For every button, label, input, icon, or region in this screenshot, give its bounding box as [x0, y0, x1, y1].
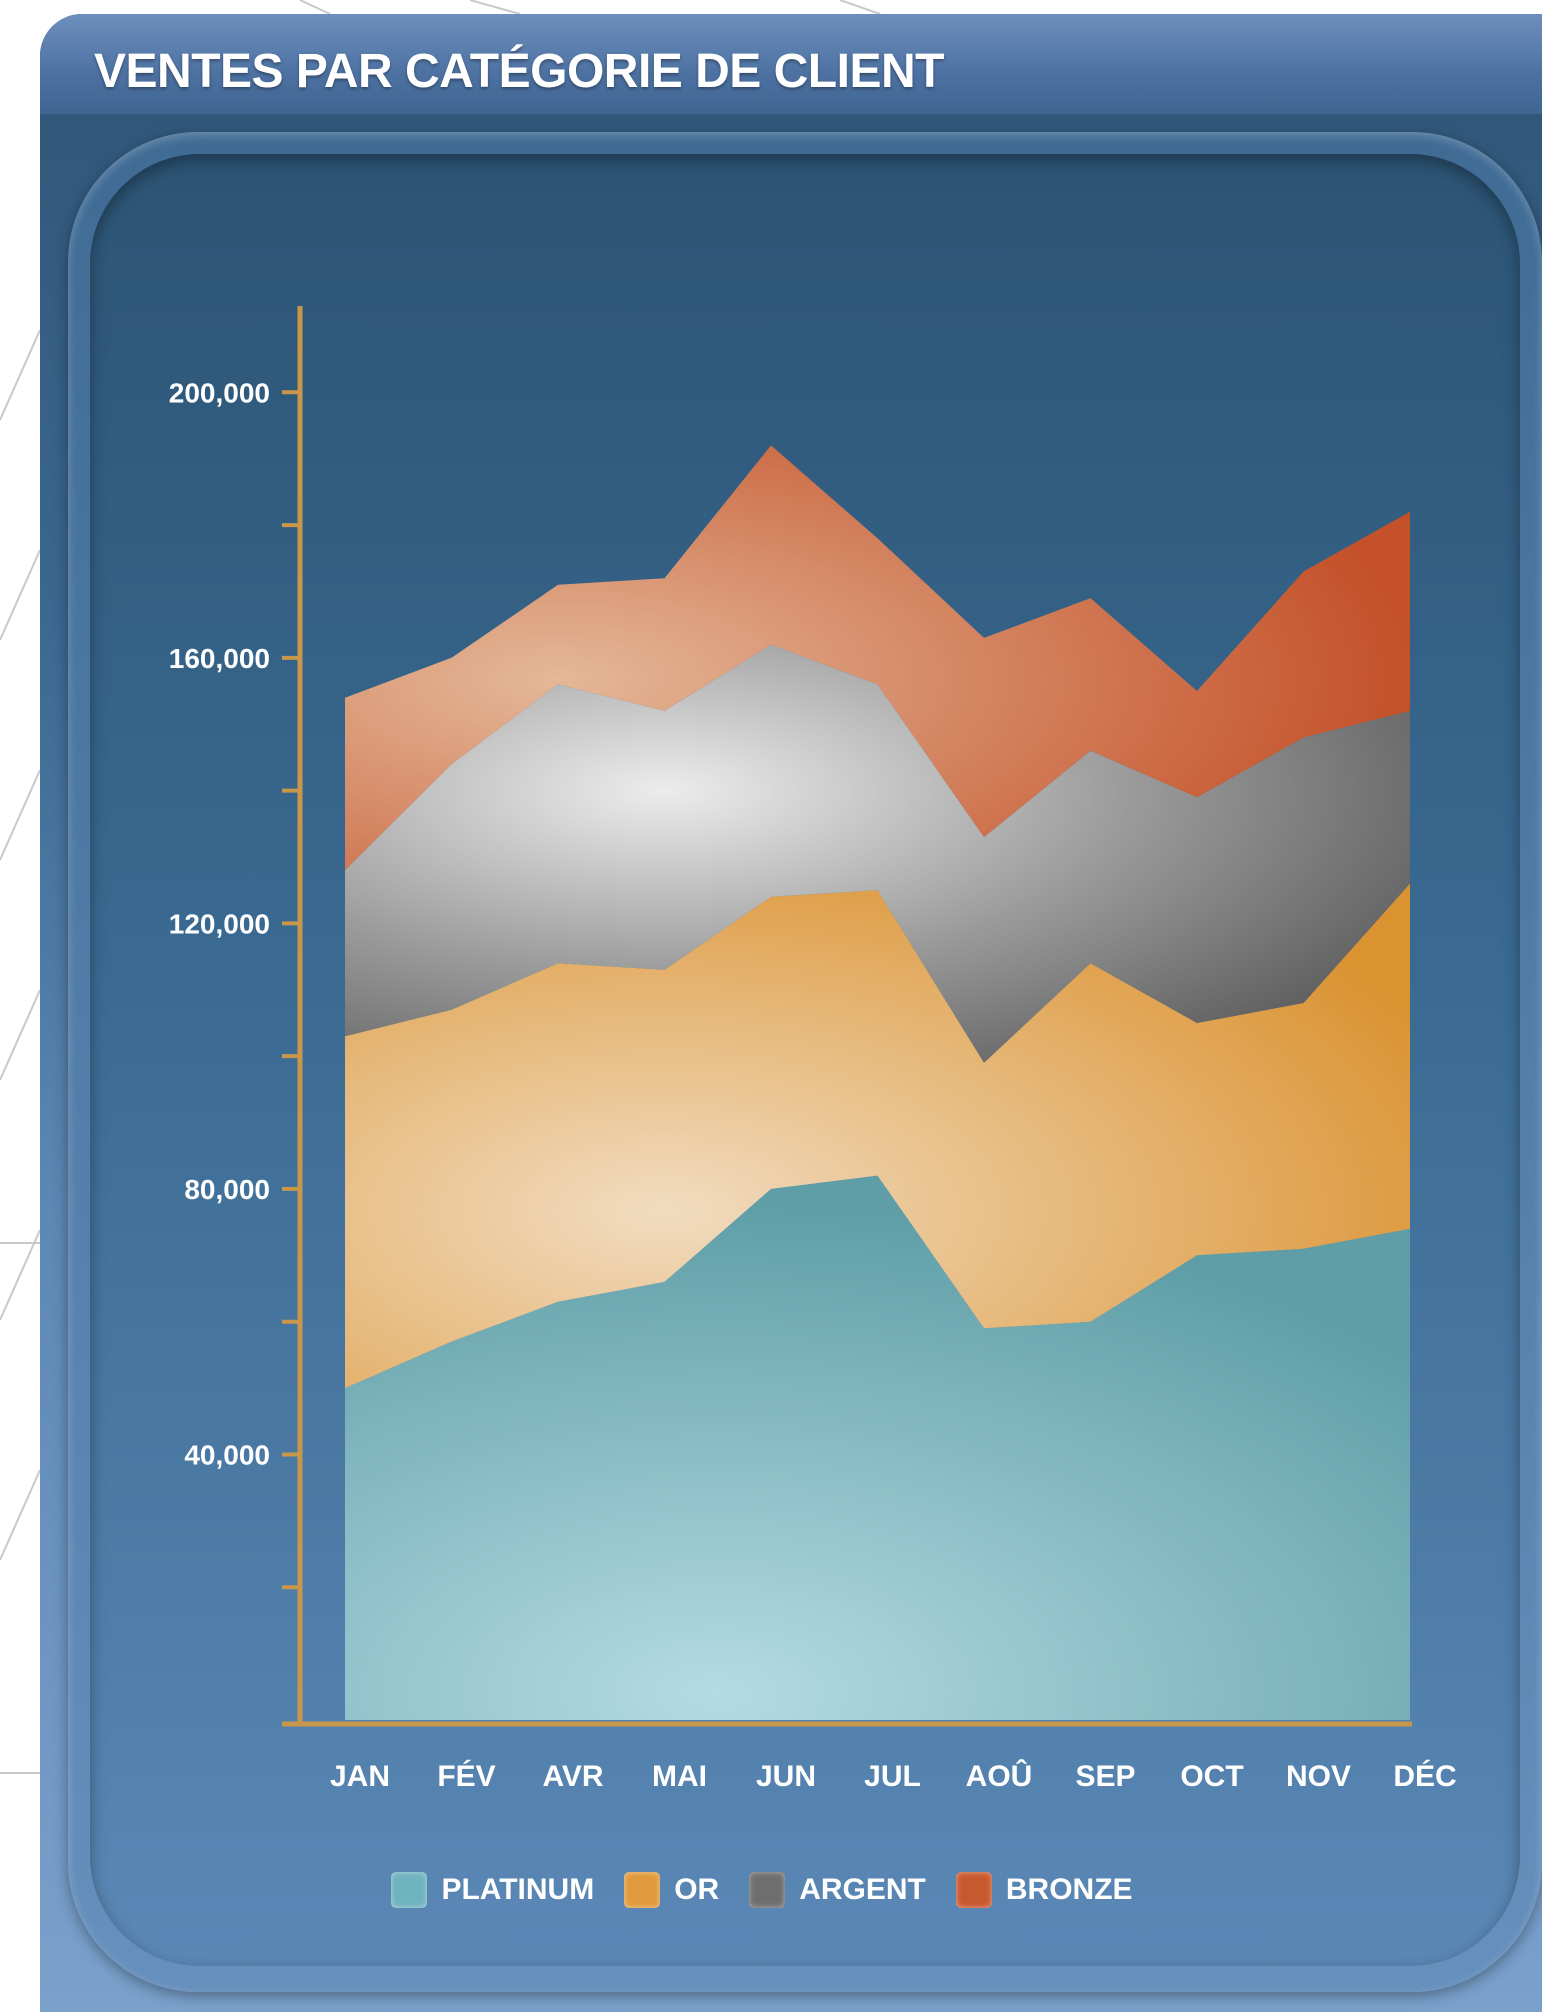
card-header: VENTES PAR CATÉGORIE DE CLIENT	[40, 14, 1542, 114]
legend-swatch-argent	[749, 1872, 786, 1908]
legend-item-bronze: BRONZE	[955, 1872, 1133, 1908]
area-bronze	[345, 445, 1410, 871]
area-platinum	[345, 1175, 1410, 1720]
y-tick-label: 40,000	[184, 1439, 270, 1470]
x-tick-label: MAI	[652, 1760, 707, 1793]
legend-label-platinum: PLATINUM	[441, 1873, 595, 1906]
legend: PLATINUM OR ARGENT BRONZE	[0, 1870, 1542, 1910]
x-tick-label: FÉV	[437, 1759, 495, 1793]
legend-label-or: OR	[674, 1873, 720, 1906]
area-or	[345, 883, 1410, 1389]
x-tick-label: JAN	[330, 1760, 390, 1793]
legend-swatch-bronze	[955, 1872, 992, 1908]
x-tick-label: NOV	[1286, 1760, 1351, 1793]
y-tick-label: 160,000	[169, 643, 270, 674]
legend-item-or: OR	[624, 1872, 719, 1908]
x-tick-label: SEP	[1075, 1760, 1135, 1793]
area-argent	[345, 644, 1410, 1063]
x-tick-label: JUL	[864, 1760, 921, 1793]
legend-item-argent: ARGENT	[749, 1872, 926, 1908]
x-tick-label: DÉC	[1393, 1759, 1456, 1793]
legend-item-platinum: PLATINUM	[391, 1872, 594, 1908]
legend-label-bronze: BRONZE	[1005, 1873, 1133, 1906]
legend-label-argent: ARGENT	[799, 1873, 926, 1906]
x-tick-label: OCT	[1180, 1760, 1243, 1793]
legend-swatch-or	[624, 1872, 661, 1908]
y-tick-label: 200,000	[169, 377, 270, 408]
y-tick-label: 120,000	[169, 908, 270, 939]
chart-title: VENTES PAR CATÉGORIE DE CLIENT	[94, 45, 944, 98]
x-tick-label: AVR	[542, 1760, 603, 1793]
x-tick-label: JUN	[756, 1760, 816, 1793]
x-tick-label: AOÛ	[966, 1759, 1033, 1793]
y-tick-label: 80,000	[184, 1174, 270, 1205]
legend-swatch-platinum	[391, 1872, 428, 1908]
